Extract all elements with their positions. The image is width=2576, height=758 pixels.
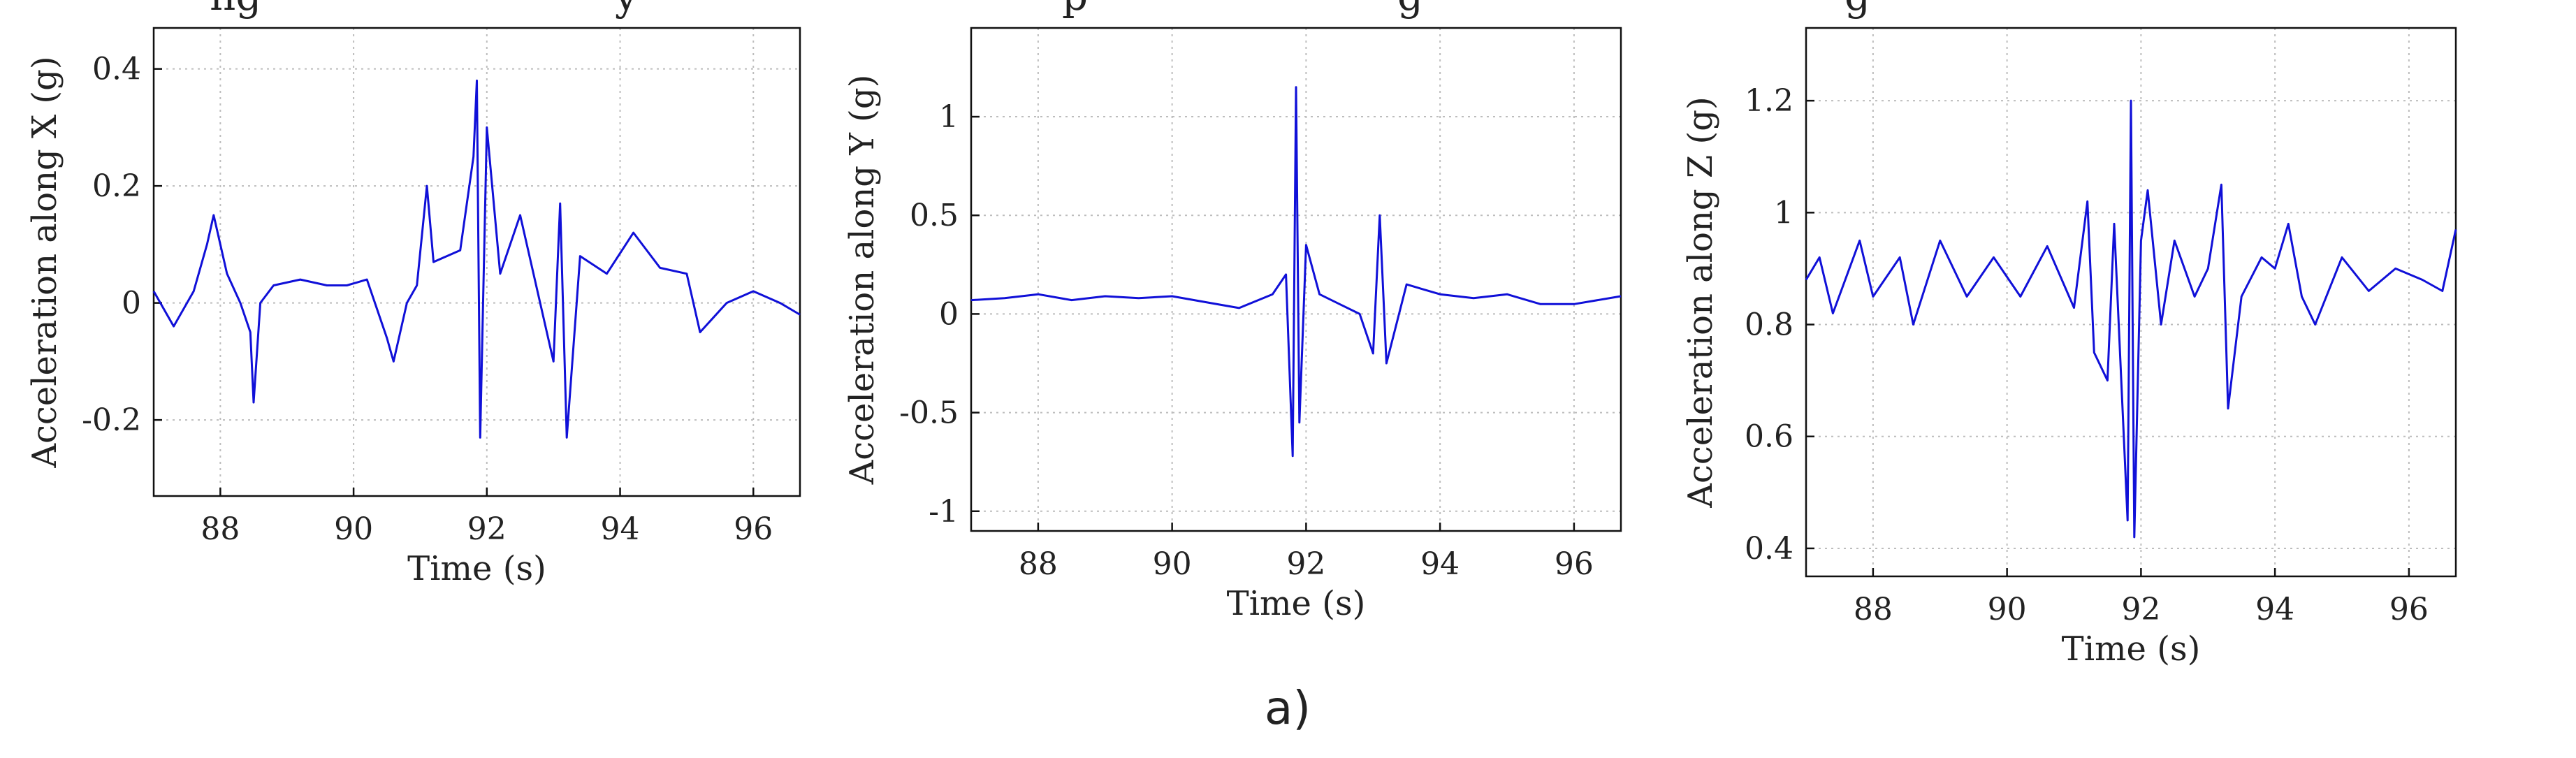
y-tick-label: -0.5: [899, 395, 959, 431]
y-tick-label: 0.4: [1745, 531, 1793, 567]
x-tick-label: 88: [1019, 546, 1058, 582]
x-tick-label: 94: [1420, 546, 1460, 582]
plot-frame: [1805, 27, 2457, 578]
y-tick-label: 0.4: [92, 52, 141, 87]
cutoff-text-2: y: [615, 0, 638, 20]
y-tick-label: 0.6: [1745, 419, 1793, 455]
x-tick-label: 94: [601, 511, 640, 547]
series-line: [1805, 99, 2457, 539]
y-tick-label: 1.2: [1745, 83, 1793, 119]
y-tick-label: -0.2: [82, 402, 141, 438]
series-line: [970, 86, 1622, 458]
x-axis-label: Time (s): [2062, 629, 2201, 669]
x-tick-label: 96: [2389, 592, 2429, 627]
x-tick-label: 88: [1854, 592, 1893, 627]
series-line: [152, 79, 801, 439]
y-axis-label: Acceleration along X (g): [25, 56, 64, 468]
x-tick-label: 90: [1988, 592, 2027, 627]
y-tick-label: 0.8: [1745, 307, 1793, 343]
x-tick-label: 92: [2121, 592, 2160, 627]
cutoff-text-4: g: [1397, 0, 1423, 20]
y-tick-label: 1: [1774, 195, 1793, 231]
y-tick-label: -1: [929, 494, 959, 530]
x-tick-label: 96: [734, 511, 773, 547]
chart-panel-2: 88 90 92 94 96 -1 -0.5 0 0.5 1 Time (s) Acceleratio…: [843, 27, 1622, 623]
chart-panel-3: 88 90 92 94 96 0.4 0.6 0.8 1 1.2 Time (s) Accelerat…: [1681, 27, 2457, 669]
plot-frame: [970, 27, 1622, 532]
x-tick-label: 90: [334, 511, 373, 547]
y-axis-label: Acceleration along Z (g): [1681, 96, 1720, 508]
y-tick-label: 0: [122, 286, 141, 321]
x-tick-label: 94: [2255, 592, 2294, 627]
plot-frame: [152, 27, 801, 497]
x-tick-label: 88: [201, 511, 240, 547]
x-tick-label: 92: [467, 511, 507, 547]
y-tick-label: 0.5: [910, 198, 959, 233]
chart-panel-1: 88 90 92 94 96 -0.2 0 0.2 0.4 Time (s) Acceleratio…: [25, 27, 801, 588]
x-tick-label: 90: [1153, 546, 1192, 582]
cutoff-text-1: ng: [210, 0, 261, 20]
x-axis-label: Time (s): [1227, 584, 1366, 623]
panel-caption: a): [1264, 681, 1311, 735]
x-tick-label: 92: [1286, 546, 1325, 582]
y-tick-label: 0: [939, 296, 959, 332]
y-axis-label: Acceleration along Y (g): [843, 75, 882, 486]
x-tick-label: 96: [1555, 546, 1594, 582]
y-tick-label: 1: [939, 99, 959, 135]
x-axis-label: Time (s): [407, 549, 546, 588]
cutoff-text-5: g: [1844, 0, 1870, 20]
cutoff-text-3: p: [1062, 0, 1088, 20]
y-tick-label: 0.2: [92, 168, 141, 204]
